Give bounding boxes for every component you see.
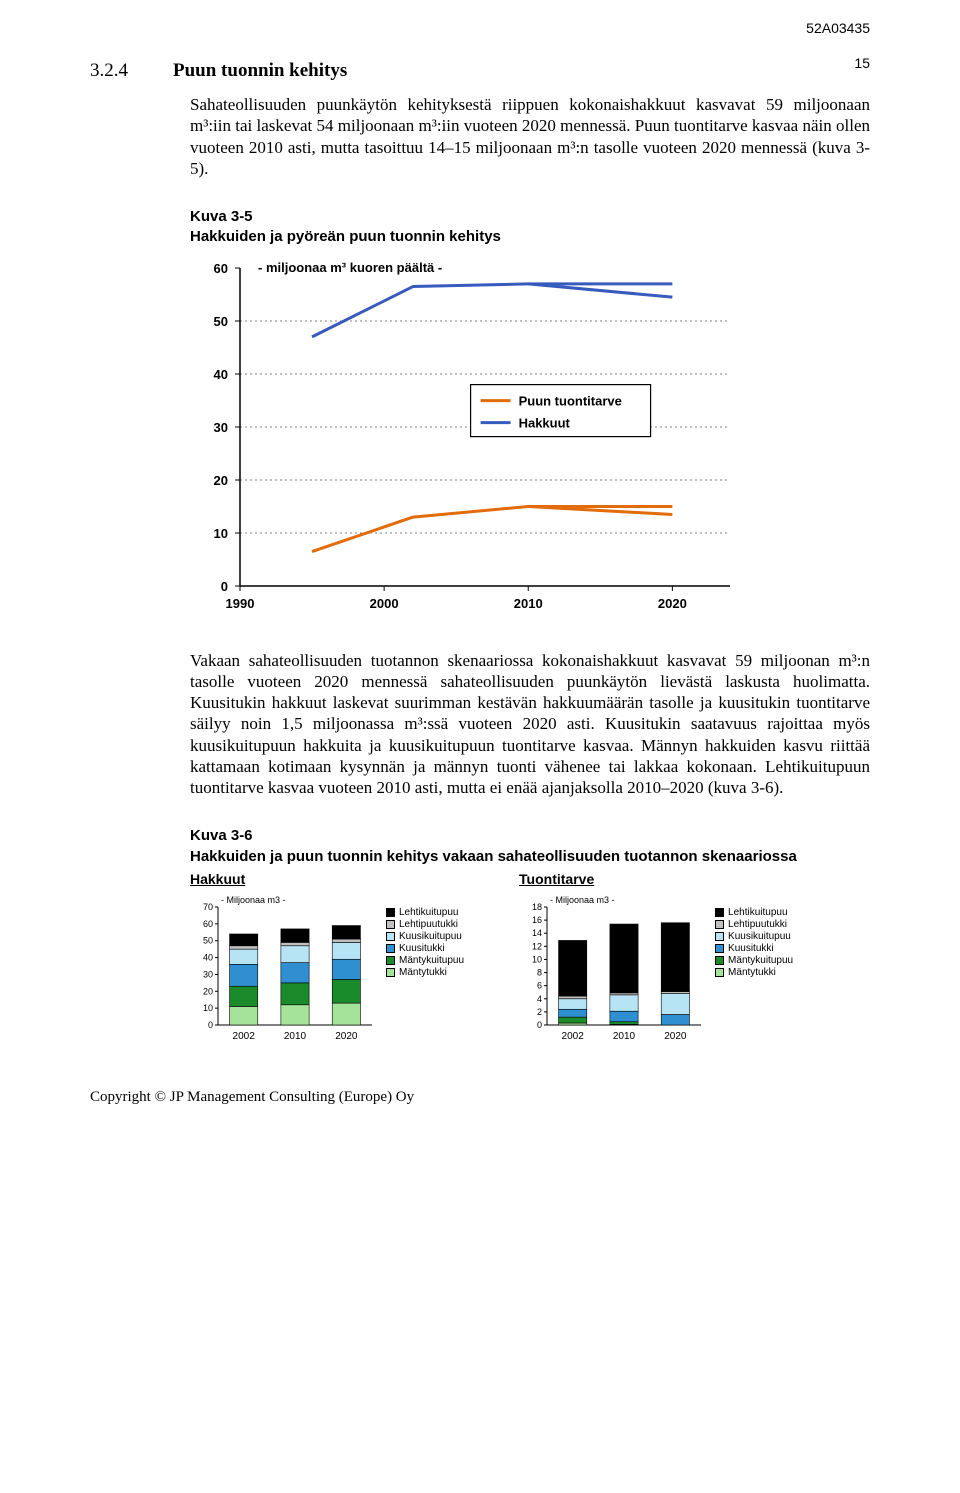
svg-text:8: 8 [537, 967, 542, 977]
paragraph-2: Vakaan sahateollisuuden tuotannon skenaa… [190, 650, 870, 799]
figure-caption: Hakkuiden ja pyöreän puun tuonnin kehity… [190, 228, 501, 245]
svg-text:50: 50 [203, 935, 213, 945]
legend-item: Kuusitukki [386, 943, 464, 954]
svg-text:70: 70 [203, 902, 213, 912]
svg-text:0: 0 [537, 1020, 542, 1030]
legend-swatch [386, 956, 395, 965]
svg-text:30: 30 [214, 420, 228, 435]
svg-text:2020: 2020 [658, 596, 687, 611]
section-title: Puun tuonnin kehitys [173, 60, 347, 82]
legend-swatch [386, 908, 395, 917]
svg-text:40: 40 [203, 952, 213, 962]
svg-text:1990: 1990 [226, 596, 255, 611]
legend-swatch [715, 920, 724, 929]
legend-label: Mäntykuitupuu [399, 955, 464, 966]
copyright-footer: Copyright © JP Management Consulting (Eu… [90, 1089, 870, 1106]
svg-text:2010: 2010 [514, 596, 543, 611]
svg-text:14: 14 [532, 928, 542, 938]
svg-text:20: 20 [214, 473, 228, 488]
legend-item: Mäntykuitupuu [715, 955, 793, 966]
legend-right: LehtikuitupuuLehtipuutukkiKuusikuitupuuK… [715, 907, 793, 979]
svg-text:18: 18 [532, 902, 542, 912]
figure-label: Kuva 3-5 [190, 208, 253, 225]
legend-label: Mäntykuitupuu [728, 955, 793, 966]
document-id: 52A03435 [806, 20, 870, 36]
legend-label: Lehtikuitupuu [399, 907, 459, 918]
svg-text:- miljoonaa m³ kuoren päältä -: - miljoonaa m³ kuoren päältä - [258, 260, 442, 275]
legend-swatch [715, 944, 724, 953]
page-number: 15 [854, 55, 870, 71]
legend-swatch [386, 944, 395, 953]
svg-text:4: 4 [537, 994, 542, 1004]
svg-text:2: 2 [537, 1007, 542, 1017]
legend-label: Mäntytukki [399, 967, 447, 978]
legend-item: Kuusikuitupuu [715, 931, 793, 942]
svg-text:2010: 2010 [284, 1031, 307, 1042]
legend-swatch [386, 932, 395, 941]
svg-text:12: 12 [532, 941, 542, 951]
svg-text:0: 0 [208, 1020, 213, 1030]
legend-left: LehtikuitupuuLehtipuutukkiKuusikuitupuuK… [386, 907, 464, 979]
legend-swatch [715, 932, 724, 941]
legend-swatch [386, 968, 395, 977]
chart-3-6-left: Hakkuut 0 10 20 30 40 50 60 70 - Miljoonaa m3 - 2… [190, 871, 464, 1049]
legend-item: Kuusikuitupuu [386, 931, 464, 942]
chart-3-6-right: Tuontitarve 0 2 4 6 8 10 12 14 16 18 - Miljoonaa m… [519, 871, 793, 1049]
svg-text:50: 50 [214, 314, 228, 329]
chart-left-label: Hakkuut [190, 871, 464, 887]
legend-item: Mäntytukki [715, 967, 793, 978]
legend-label: Kuusikuitupuu [728, 931, 791, 942]
legend-item: Lehtipuutukki [715, 919, 793, 930]
legend-label: Lehtikuitupuu [728, 907, 788, 918]
section-number: 3.2.4 [90, 60, 128, 82]
svg-text:2020: 2020 [664, 1031, 687, 1042]
legend-item: Lehtipuutukki [386, 919, 464, 930]
legend-item: Kuusitukki [715, 943, 793, 954]
chart-3-5: 1990 2000 2010 2020 0 10 20 30 40 50 60 - miljoonaa… [190, 252, 870, 622]
legend-item: Lehtikuitupuu [715, 907, 793, 918]
svg-text:- Miljoonaa m3 -: - Miljoonaa m3 - [221, 895, 286, 905]
legend-swatch [715, 968, 724, 977]
svg-text:20: 20 [203, 986, 213, 996]
svg-text:Puun tuontitarve: Puun tuontitarve [519, 393, 622, 408]
legend-label: Kuusikuitupuu [399, 931, 462, 942]
legend-label: Lehtipuutukki [399, 919, 458, 930]
figure-3-6-title: Kuva 3-6 Hakkuiden ja puun tuonnin kehit… [190, 826, 870, 867]
svg-text:30: 30 [203, 969, 213, 979]
svg-text:60: 60 [214, 261, 228, 276]
legend-item: Mäntykuitupuu [386, 955, 464, 966]
legend-label: Kuusitukki [728, 943, 774, 954]
svg-text:2000: 2000 [370, 596, 399, 611]
section-header: 3.2.4 Puun tuonnin kehitys [90, 60, 870, 82]
svg-text:10: 10 [214, 526, 228, 541]
svg-text:2002: 2002 [562, 1031, 585, 1042]
svg-text:10: 10 [203, 1003, 213, 1013]
svg-text:2010: 2010 [613, 1031, 636, 1042]
figure-label: Kuva 3-6 [190, 827, 253, 844]
svg-text:60: 60 [203, 919, 213, 929]
svg-text:10: 10 [532, 954, 542, 964]
legend-swatch [386, 920, 395, 929]
legend-label: Kuusitukki [399, 943, 445, 954]
svg-text:6: 6 [537, 980, 542, 990]
legend-item: Mäntytukki [386, 967, 464, 978]
paragraph-1: Sahateollisuuden puunkäytön kehityksestä… [190, 94, 870, 179]
legend-label: Lehtipuutukki [728, 919, 787, 930]
legend-item: Lehtikuitupuu [386, 907, 464, 918]
figure-3-5-title: Kuva 3-5 Hakkuiden ja pyöreän puun tuonn… [190, 207, 870, 248]
chart-3-6-container: Hakkuut 010203040506070- Miljoonaa m3 -2… [190, 871, 870, 1049]
svg-text:2020: 2020 [335, 1031, 358, 1042]
legend-label: Mäntytukki [728, 967, 776, 978]
svg-text:2002: 2002 [233, 1031, 256, 1042]
svg-text:16: 16 [532, 915, 542, 925]
svg-text:40: 40 [214, 367, 228, 382]
svg-text:- Miljoonaa m3 -: - Miljoonaa m3 - [550, 895, 615, 905]
legend-swatch [715, 956, 724, 965]
svg-text:Hakkuut: Hakkuut [519, 415, 571, 430]
legend-swatch [715, 908, 724, 917]
svg-text:0: 0 [221, 579, 228, 594]
figure-caption: Hakkuiden ja puun tuonnin kehitys vakaan… [190, 848, 797, 865]
chart-right-label: Tuontitarve [519, 871, 793, 887]
